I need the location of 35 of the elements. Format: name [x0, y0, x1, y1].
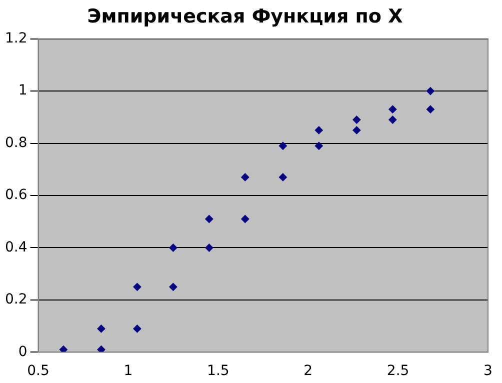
- point: [97, 346, 106, 352]
- x-tick-label: 1.5: [207, 363, 230, 380]
- point: [352, 126, 361, 134]
- point: [97, 324, 106, 333]
- point: [205, 244, 214, 252]
- point: [426, 105, 434, 114]
- point: [426, 87, 434, 96]
- point: [205, 215, 214, 224]
- point: [169, 244, 178, 252]
- y-tick-label: 0.8: [5, 134, 28, 151]
- point: [278, 142, 287, 150]
- y-tick-label: 0.6: [5, 187, 28, 204]
- point: [352, 116, 361, 124]
- y-tick-label: 1.2: [5, 30, 28, 46]
- y-tick-label: 0.4: [5, 239, 28, 256]
- y-tick-label: 0.2: [5, 292, 28, 308]
- point: [241, 173, 250, 182]
- x-tick-label: 1: [124, 363, 133, 380]
- point: [314, 142, 323, 150]
- y-tick-label: 0: [18, 344, 28, 360]
- point: [388, 116, 397, 124]
- point: [241, 215, 250, 224]
- point: [59, 346, 68, 352]
- x-tick-label: 2: [304, 363, 313, 380]
- point: [169, 282, 178, 291]
- y-tick-label: 1: [18, 82, 28, 99]
- chart-title: Эмпирическая Функция по X: [87, 5, 404, 28]
- point: [314, 126, 323, 134]
- point: [388, 105, 397, 114]
- point: [278, 173, 287, 182]
- point: [133, 282, 142, 291]
- x-tick-label: 3: [484, 363, 492, 380]
- x-tick-label: 2.5: [386, 363, 410, 380]
- x-tick-label: 0.5: [27, 363, 50, 380]
- point: [133, 324, 142, 333]
